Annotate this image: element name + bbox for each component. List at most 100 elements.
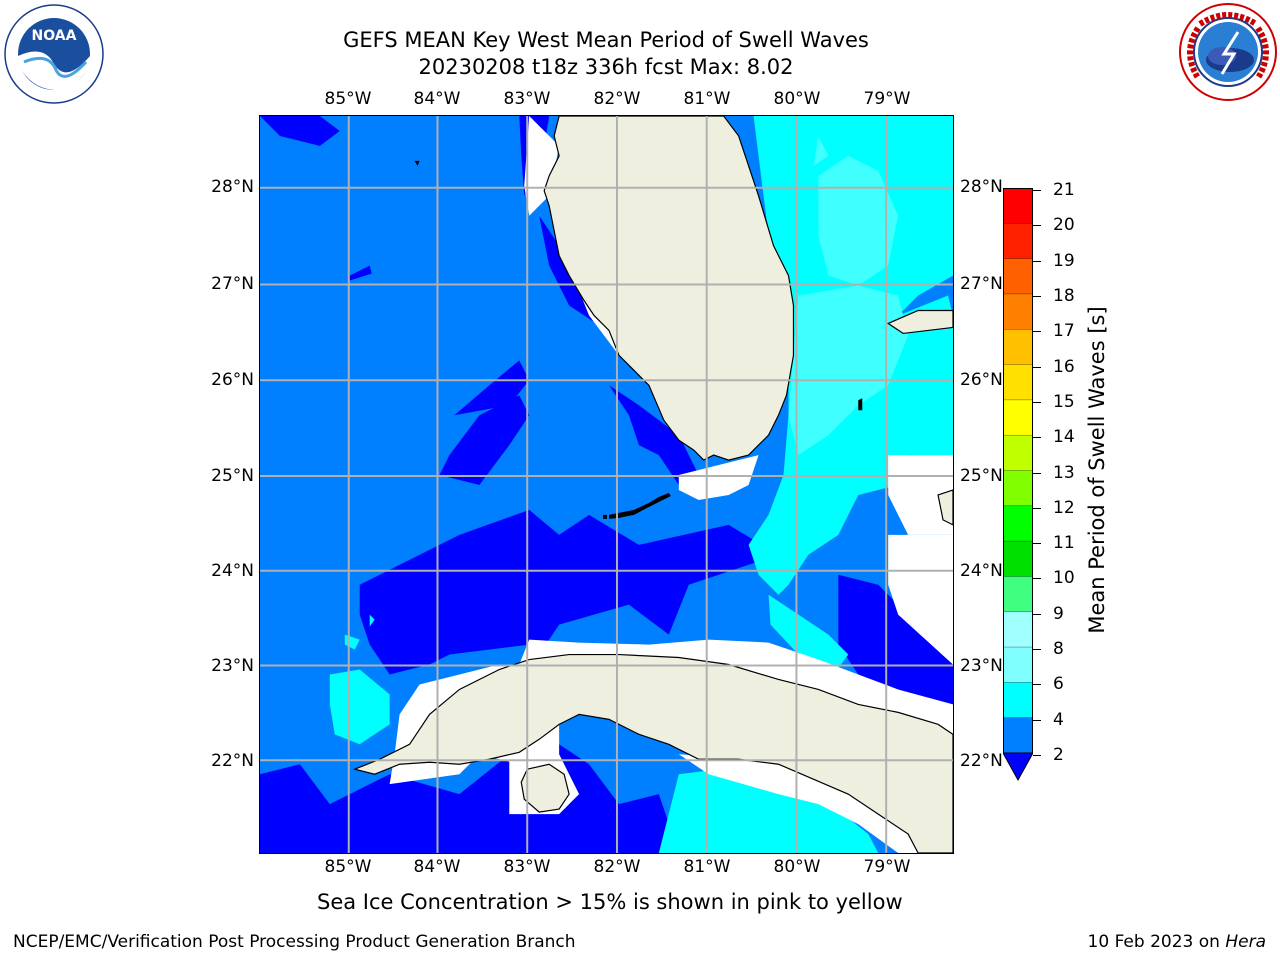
- colorbar-tick: [1033, 755, 1041, 756]
- colorbar-band: [1003, 682, 1033, 719]
- lon-label-bottom: 79°W: [863, 857, 911, 877]
- colorbar-tick-label: 19: [1053, 250, 1075, 271]
- lat-label-left: 28°N: [211, 177, 254, 197]
- lat-label-right: 24°N: [960, 561, 1003, 581]
- lat-label-left: 24°N: [211, 561, 254, 581]
- colorbar-tick-label: 2: [1053, 745, 1064, 765]
- land-isla-juventud: [520, 763, 570, 813]
- colorbar-tick-label: 18: [1053, 285, 1075, 306]
- graticule: [260, 116, 953, 853]
- lon-label-bottom: 83°W: [503, 857, 551, 877]
- colorbar-tick-label: 4: [1053, 709, 1064, 730]
- colorbar-tick-label: 11: [1053, 533, 1075, 554]
- field-6-8: [813, 135, 829, 166]
- lon-label-top: 82°W: [593, 89, 641, 109]
- colorbar-band: [1003, 258, 1033, 295]
- swell-period-map: [260, 116, 953, 853]
- colorbar-tick-label: 13: [1053, 462, 1075, 483]
- lon-label-bottom: 80°W: [773, 857, 821, 877]
- colorbar-tick: [1033, 295, 1041, 297]
- land-grand-bahama: [886, 309, 953, 335]
- lat-label-left: 23°N: [211, 656, 254, 676]
- noaa-logo-text: NOAA: [32, 28, 77, 44]
- colorbar-band: [1003, 399, 1033, 436]
- colorbar-band: [1003, 188, 1033, 224]
- colorbar-tick-label: 20: [1053, 215, 1075, 236]
- lat-label-left: 26°N: [211, 370, 254, 390]
- colorbar-tick-label: 12: [1053, 497, 1075, 518]
- colorbar-tick: [1033, 331, 1041, 333]
- colorbar-band: [1003, 435, 1033, 471]
- nws-logo-icon: [1178, 2, 1278, 102]
- chart-subtitle: 20230208 t18z 336h fcst Max: 8.02: [418, 55, 794, 79]
- field-below-2: [359, 509, 779, 675]
- field-6-8: [788, 285, 909, 456]
- land-cuba: [352, 653, 953, 853]
- no-data-region: [524, 116, 560, 216]
- lon-label-bottom: 85°W: [324, 857, 372, 877]
- lat-label-left: 22°N: [211, 751, 254, 771]
- colorbar-tick: [1033, 719, 1041, 721]
- field-below-2: [260, 744, 679, 853]
- lon-label-bottom: 84°W: [413, 857, 461, 877]
- lat-label-left: 27°N: [211, 274, 254, 294]
- colorbar-tick: [1033, 225, 1041, 227]
- colorbar-tick-label: 15: [1053, 391, 1075, 412]
- lat-label-right: 22°N: [960, 751, 1003, 771]
- field-below-2: [349, 265, 372, 281]
- lat-label-right: 27°N: [960, 274, 1003, 294]
- colorbar-tick: [1033, 260, 1041, 262]
- colorbar-tick-label: 16: [1053, 356, 1075, 377]
- land-florida: [543, 116, 795, 461]
- colorbar-tick-label: 10: [1053, 568, 1075, 589]
- colorbar-title: Mean Period of Swell Waves [s]: [1085, 306, 1109, 634]
- footer-host: Hera: [1225, 932, 1266, 952]
- lon-label-top: 85°W: [324, 89, 372, 109]
- colorbar: [1003, 188, 1033, 782]
- colorbar-band: [1003, 611, 1033, 648]
- land-small-island: [414, 160, 420, 166]
- colorbar-tick: [1033, 366, 1041, 368]
- field-below-2: [838, 574, 953, 715]
- footer-date: 10 Feb 2023 on Hera: [1088, 932, 1266, 952]
- map-panel[interactable]: [259, 115, 954, 854]
- colorbar-tick: [1033, 684, 1041, 686]
- colorbar-tick-label: 8: [1053, 639, 1064, 660]
- lon-label-top: 81°W: [683, 89, 731, 109]
- footer-date-text: 10 Feb 2023 on: [1087, 932, 1226, 952]
- no-data-region: [678, 455, 759, 500]
- colorbar-tick-label: 14: [1053, 427, 1075, 448]
- colorbar-band: [1003, 505, 1033, 542]
- noaa-logo-icon: NOAA: [4, 4, 104, 104]
- lon-label-top: 84°W: [413, 89, 461, 109]
- lat-label-right: 28°N: [960, 177, 1003, 197]
- lon-label-bottom: 82°W: [593, 857, 641, 877]
- land-andros: [937, 489, 953, 526]
- colorbar-band: [1003, 576, 1033, 613]
- colorbar-band: [1003, 293, 1033, 330]
- colorbar-tick-label: 9: [1053, 603, 1064, 624]
- lon-label-top: 79°W: [863, 89, 911, 109]
- no-data-region: [678, 754, 953, 853]
- colorbar-tick: [1033, 472, 1041, 474]
- lat-label-right: 23°N: [960, 656, 1003, 676]
- field-4-6: [658, 764, 879, 853]
- colorbar-tick: [1033, 613, 1041, 615]
- land-keys-small: [603, 514, 607, 519]
- colorbar-tick-label: 17: [1053, 321, 1075, 342]
- colorbar-tick: [1033, 190, 1041, 191]
- colorbar-band: [1003, 364, 1033, 401]
- sea-ice-note: Sea Ice Concentration > 15% is shown in …: [317, 890, 903, 914]
- lon-label-bottom: 81°W: [683, 857, 731, 877]
- lat-label-right: 25°N: [960, 466, 1003, 486]
- no-data-region: [888, 534, 953, 665]
- field-4-6: [369, 614, 375, 627]
- field-below-2: [439, 395, 530, 485]
- colorbar-band: [1003, 223, 1033, 260]
- colorbar-tick: [1033, 507, 1041, 509]
- footer-credit: NCEP/EMC/Verification Post Processing Pr…: [13, 932, 576, 952]
- field-below-2: [608, 385, 709, 495]
- colorbar-tick-label: 21: [1053, 180, 1075, 200]
- lon-label-top: 80°W: [773, 89, 821, 109]
- field-4-6: [768, 594, 849, 675]
